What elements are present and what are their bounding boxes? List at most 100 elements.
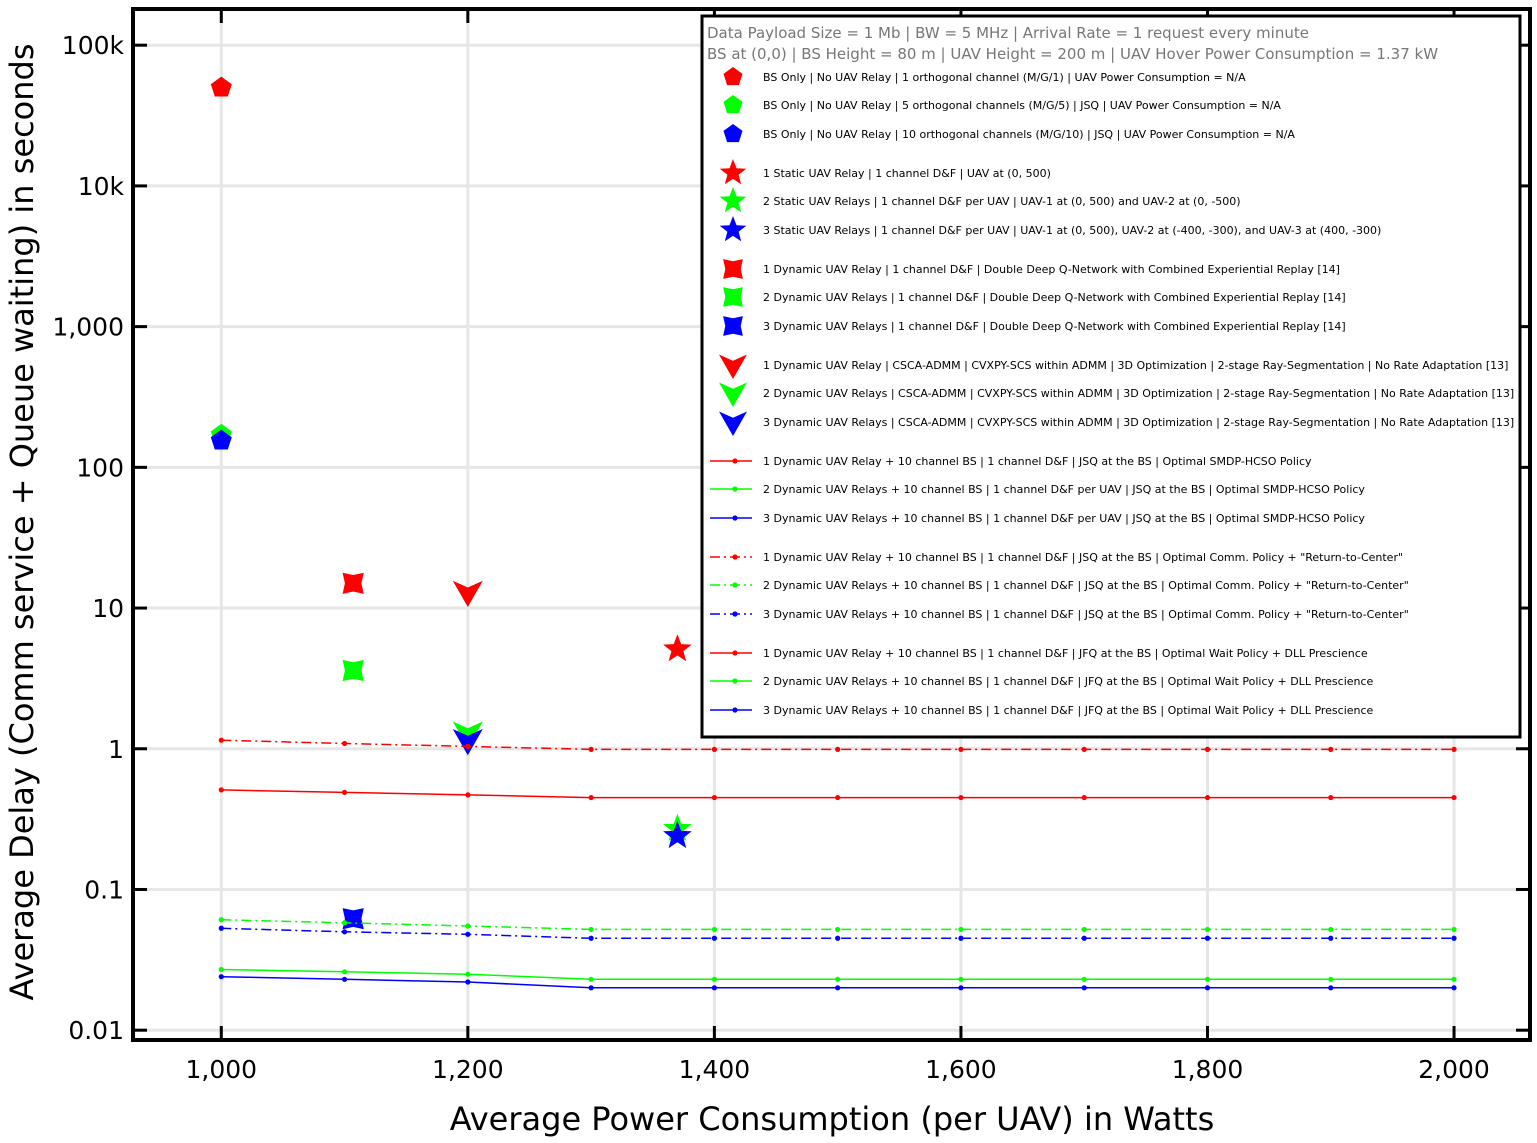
legend-entry-label: 1 Dynamic UAV Relay + 10 channel BS | 1 …	[763, 647, 1368, 660]
legend-dot-swatch	[732, 611, 738, 617]
data-point	[452, 729, 483, 756]
data-point	[1328, 935, 1334, 941]
data-point	[218, 917, 224, 923]
legend-entry-label: 1 Static UAV Relay | 1 channel D&F | UAV…	[763, 167, 1051, 180]
series-1	[210, 76, 232, 97]
data-point	[835, 794, 841, 801]
data-point	[711, 746, 717, 752]
data-point	[835, 926, 841, 933]
y-tick-label: 100k	[62, 31, 125, 60]
legend-entry-label: 2 Static UAV Relays | 1 channel D&F per …	[763, 195, 1241, 208]
series-18	[218, 925, 1457, 941]
data-point	[835, 746, 841, 752]
legend-entry-label: 2 Dynamic UAV Relays | 1 channel D&F | D…	[763, 291, 1346, 304]
legend-entry-label: 3 Dynamic UAV Relays | 1 channel D&F | D…	[763, 320, 1346, 333]
data-point	[588, 985, 594, 991]
legend-dot-swatch	[732, 554, 738, 560]
data-point	[958, 746, 964, 752]
data-point	[1081, 985, 1087, 991]
legend-marker-swatch	[719, 187, 747, 213]
legend-marker-swatch	[723, 287, 743, 307]
data-point	[588, 926, 594, 933]
data-point	[452, 580, 483, 607]
legend-marker-swatch	[719, 411, 747, 436]
series-8	[342, 659, 364, 682]
legend-dot-swatch	[732, 650, 738, 656]
data-point	[341, 976, 348, 982]
data-point	[711, 935, 717, 941]
legend-marker-swatch	[723, 95, 743, 114]
data-point	[465, 979, 471, 985]
data-point	[663, 634, 692, 662]
data-point	[1081, 926, 1087, 933]
data-point	[341, 789, 348, 795]
legend-entry-label: 2 Dynamic UAV Relays + 10 channel BS | 1…	[763, 579, 1409, 592]
data-point	[218, 974, 224, 980]
legend-header-line: Data Payload Size = 1 Mb | BW = 5 MHz | …	[707, 24, 1309, 42]
data-point	[958, 794, 964, 801]
data-point	[663, 821, 692, 849]
data-point	[341, 969, 348, 975]
legend-box	[700, 14, 1522, 739]
data-point	[1328, 976, 1334, 982]
data-point	[1204, 985, 1211, 991]
data-point	[711, 985, 717, 991]
legend-header-line: BS at (0,0) | BS Height = 80 m | UAV Hei…	[707, 45, 1438, 63]
data-point	[1204, 746, 1211, 752]
data-point	[465, 931, 471, 937]
y-tick-label: 100	[76, 453, 124, 482]
data-point	[210, 76, 232, 97]
series-17	[218, 917, 1457, 933]
data-point	[342, 572, 364, 594]
legend-marker-swatch	[723, 67, 743, 86]
data-point	[341, 929, 348, 935]
data-point	[588, 746, 594, 752]
legend-dot-swatch	[732, 458, 738, 464]
series-line	[221, 739, 1454, 751]
x-tick-label: 1,200	[432, 1055, 504, 1084]
series-9	[342, 908, 364, 930]
legend-entry-label: 2 Dynamic UAV Relays | CSCA-ADMM | CVXPY…	[763, 387, 1514, 400]
data-point	[588, 794, 594, 801]
series-11	[452, 721, 483, 748]
data-point	[342, 659, 364, 682]
legend-entry-label: 1 Dynamic UAV Relay + 10 channel BS | 1 …	[763, 455, 1312, 468]
legend-entry-label: 1 Dynamic UAV Relay | 1 channel D&F | Do…	[763, 263, 1340, 276]
data-point	[218, 737, 224, 743]
series-20	[218, 966, 1457, 982]
legend-marker-swatch	[719, 354, 747, 379]
series-19	[218, 787, 1457, 801]
data-point	[341, 920, 348, 926]
data-point	[1451, 985, 1457, 991]
data-point	[711, 926, 717, 933]
data-point	[218, 787, 224, 793]
legend-dot-swatch	[732, 678, 738, 684]
legend: Data Payload Size = 1 Mb | BW = 5 MHz | …	[700, 14, 1522, 739]
x-tick-label: 1,800	[1172, 1055, 1244, 1084]
data-point	[1081, 976, 1087, 982]
x-tick-label: 1,400	[679, 1055, 751, 1084]
data-point	[1328, 985, 1334, 991]
y-tick-label: 10k	[78, 172, 125, 201]
series-line	[221, 927, 1454, 940]
series-12	[452, 729, 483, 756]
data-point	[465, 923, 471, 929]
legend-marker-swatch	[723, 316, 743, 336]
data-point	[1451, 935, 1457, 941]
legend-entry-label: BS Only | No UAV Relay | 1 orthogonal ch…	[763, 71, 1246, 84]
legend-marker-swatch	[723, 124, 743, 143]
data-point	[341, 740, 348, 747]
legend-marker-swatch	[723, 259, 743, 279]
series-6	[663, 821, 692, 849]
series-7	[342, 572, 364, 594]
legend-entry-label: BS Only | No UAV Relay | 10 orthogonal c…	[763, 128, 1295, 141]
legend-marker-swatch	[719, 382, 747, 407]
data-point	[958, 926, 964, 933]
data-point	[465, 743, 471, 749]
y-tick-label: 10	[92, 594, 124, 623]
data-point	[958, 935, 964, 941]
legend-entry-label: 2 Dynamic UAV Relays + 10 channel BS | 1…	[763, 483, 1365, 496]
data-point	[1081, 746, 1087, 752]
legend-marker-swatch	[719, 159, 747, 185]
